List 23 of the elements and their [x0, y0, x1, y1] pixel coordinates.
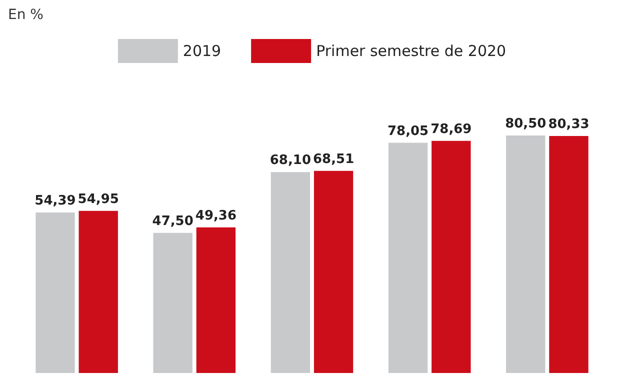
data-label: 78,05	[387, 124, 429, 139]
data-label: 54,95	[78, 192, 119, 207]
bar	[196, 227, 236, 373]
data-label: 68,51	[312, 152, 354, 167]
bar	[153, 232, 192, 373]
data-label: 47,50	[152, 214, 194, 229]
data-label: 54,39	[34, 194, 76, 209]
bar	[549, 136, 588, 373]
legend-label: Primer semestre de 2020	[316, 42, 506, 60]
data-label: 68,10	[270, 153, 312, 168]
data-label: 78,69	[430, 122, 472, 137]
data-label: 80,50	[505, 116, 546, 132]
data-label: 80,33	[548, 117, 590, 132]
bar	[388, 142, 428, 373]
bar	[78, 210, 118, 373]
bar	[270, 172, 310, 373]
bar	[36, 212, 75, 373]
legend-label: 2019	[182, 42, 222, 60]
bar	[432, 140, 471, 373]
bar	[314, 170, 354, 373]
chart-subtitle: En %	[8, 7, 44, 23]
bar	[506, 136, 546, 373]
data-label: 49,36	[195, 208, 237, 224]
